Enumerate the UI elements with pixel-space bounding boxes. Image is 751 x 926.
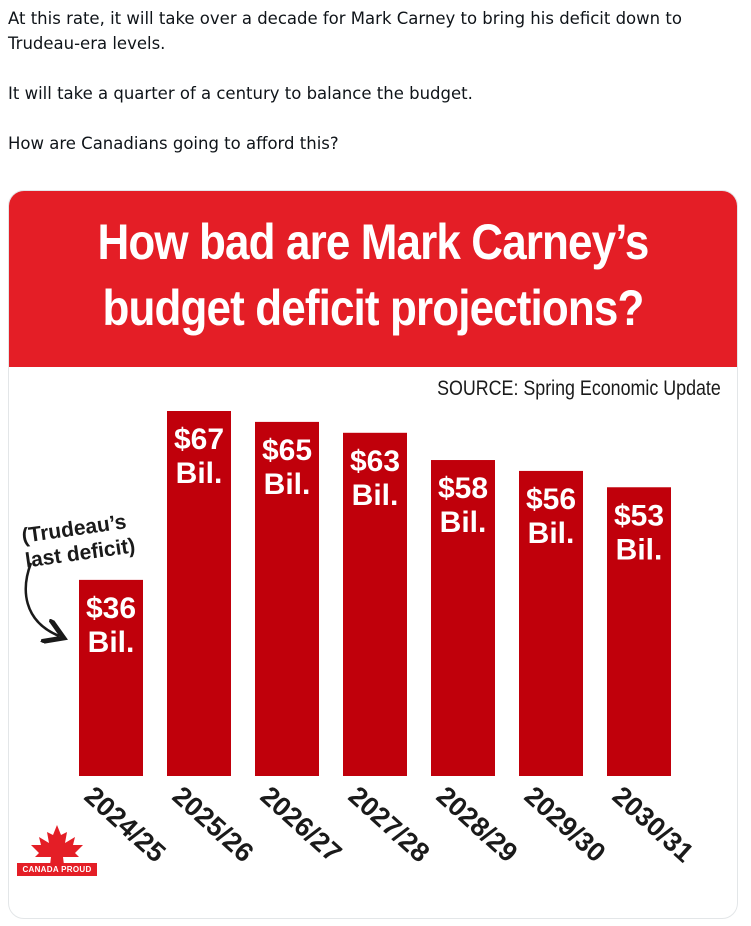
tweet-line-3: How are Canadians going to afford this? (8, 134, 339, 153)
x-tick-label: 2028/29 (431, 781, 524, 869)
logo-label: CANADA PROUD (17, 863, 97, 876)
bar-value-label: Bil. (440, 506, 487, 539)
bar-2029/30 (519, 470, 583, 776)
x-tick-label: 2029/30 (519, 781, 612, 869)
bar-value-label: Bil. (176, 457, 223, 490)
bar-2024/25 (79, 579, 143, 776)
tweet-text: At this rate, it will take over a decade… (8, 0, 738, 181)
bar-value-label: $63 (350, 445, 400, 478)
bar-2028/29 (431, 460, 495, 776)
chart-title-line-2: budget deficit projections? (102, 280, 645, 336)
bar-value-label: Bil. (352, 479, 399, 512)
bar-2025/26 (167, 411, 231, 776)
x-tick-label: 2027/28 (343, 781, 436, 869)
bar-2026/27 (255, 421, 319, 776)
canada-proud-logo: CANADA PROUD (17, 823, 97, 889)
x-tick-label: 2026/27 (255, 781, 348, 869)
bar-value-label: Bil. (616, 533, 663, 566)
bar-value-label: $53 (614, 499, 664, 532)
maple-leaf-icon (31, 825, 83, 865)
bar-value-label: $58 (438, 472, 488, 505)
chart-title-line-1: How bad are Mark Carney’s (97, 214, 649, 270)
source-note: SOURCE: Spring Economic Update (437, 377, 721, 400)
bar-value-label: Bil. (88, 626, 135, 659)
infographic-card[interactable]: How bad are Mark Carney’s budget deficit… (8, 190, 738, 919)
bar-value-label: Bil. (264, 468, 311, 501)
x-tick-label: 2030/31 (607, 781, 700, 869)
bar-2027/28 (343, 432, 407, 776)
tweet-line-1: At this rate, it will take over a decade… (8, 9, 682, 53)
bar-value-label: $36 (86, 592, 136, 625)
tweet-line-2: It will take a quarter of a century to b… (8, 84, 473, 103)
bar-chart: $36Bil.2024/25$67Bil.2025/26$65Bil.2026/… (20, 411, 700, 869)
bar-2030/31 (607, 487, 671, 776)
x-tick-label: 2025/26 (167, 781, 260, 869)
bar-value-label: Bil. (528, 517, 575, 550)
bar-value-label: $67 (174, 423, 224, 456)
annotation-arrow (24, 562, 59, 636)
bar-value-label: $65 (262, 434, 312, 467)
chart-title: How bad are Mark Carney’s budget deficit… (53, 209, 694, 341)
title-banner: How bad are Mark Carney’s budget deficit… (9, 191, 737, 367)
bar-value-label: $56 (526, 483, 576, 516)
